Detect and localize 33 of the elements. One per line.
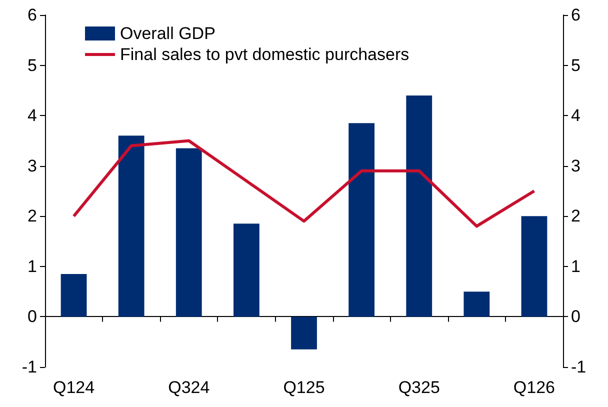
y-tick-label: 5	[28, 56, 37, 75]
y-tick-label: 4	[28, 106, 37, 126]
bar	[233, 224, 260, 317]
x-tick-label: Q124	[52, 378, 95, 397]
y2-tick-label: -1	[571, 358, 586, 376]
y-tick-label: 6	[28, 6, 37, 24]
x-tick-label: Q325	[398, 378, 440, 397]
bar	[60, 274, 87, 317]
line-series	[72, 139, 536, 228]
y-tick-label: -1	[22, 358, 37, 376]
bar	[291, 316, 317, 350]
y2-tick-label: 6	[571, 6, 580, 24]
x-tick-label: Q126	[513, 378, 556, 397]
bar	[118, 136, 144, 317]
x-tick-label: Q125	[283, 378, 325, 397]
y-tick-label: 2	[28, 206, 37, 226]
bar	[464, 292, 490, 317]
y-tick-label: 1	[28, 256, 37, 276]
bar	[521, 216, 548, 317]
legend-label: Final sales to pvt domestic purchasers	[120, 45, 410, 64]
y2-tick-label: 3	[571, 156, 580, 176]
legend-label: Overall GDP	[120, 24, 216, 43]
y-tick-label: 3	[28, 156, 37, 176]
x-tick-label: Q324	[168, 378, 210, 397]
bar	[176, 148, 202, 317]
y2-tick-label: 2	[571, 206, 580, 226]
y2-tick-label: 4	[571, 106, 580, 126]
y2-tick-label: 5	[571, 56, 580, 75]
bar	[406, 95, 432, 317]
y2-tick-label: 1	[571, 256, 580, 276]
y-tick-label: 0	[28, 307, 37, 326]
bar	[348, 123, 375, 317]
y2-tick-label: 0	[571, 307, 580, 326]
